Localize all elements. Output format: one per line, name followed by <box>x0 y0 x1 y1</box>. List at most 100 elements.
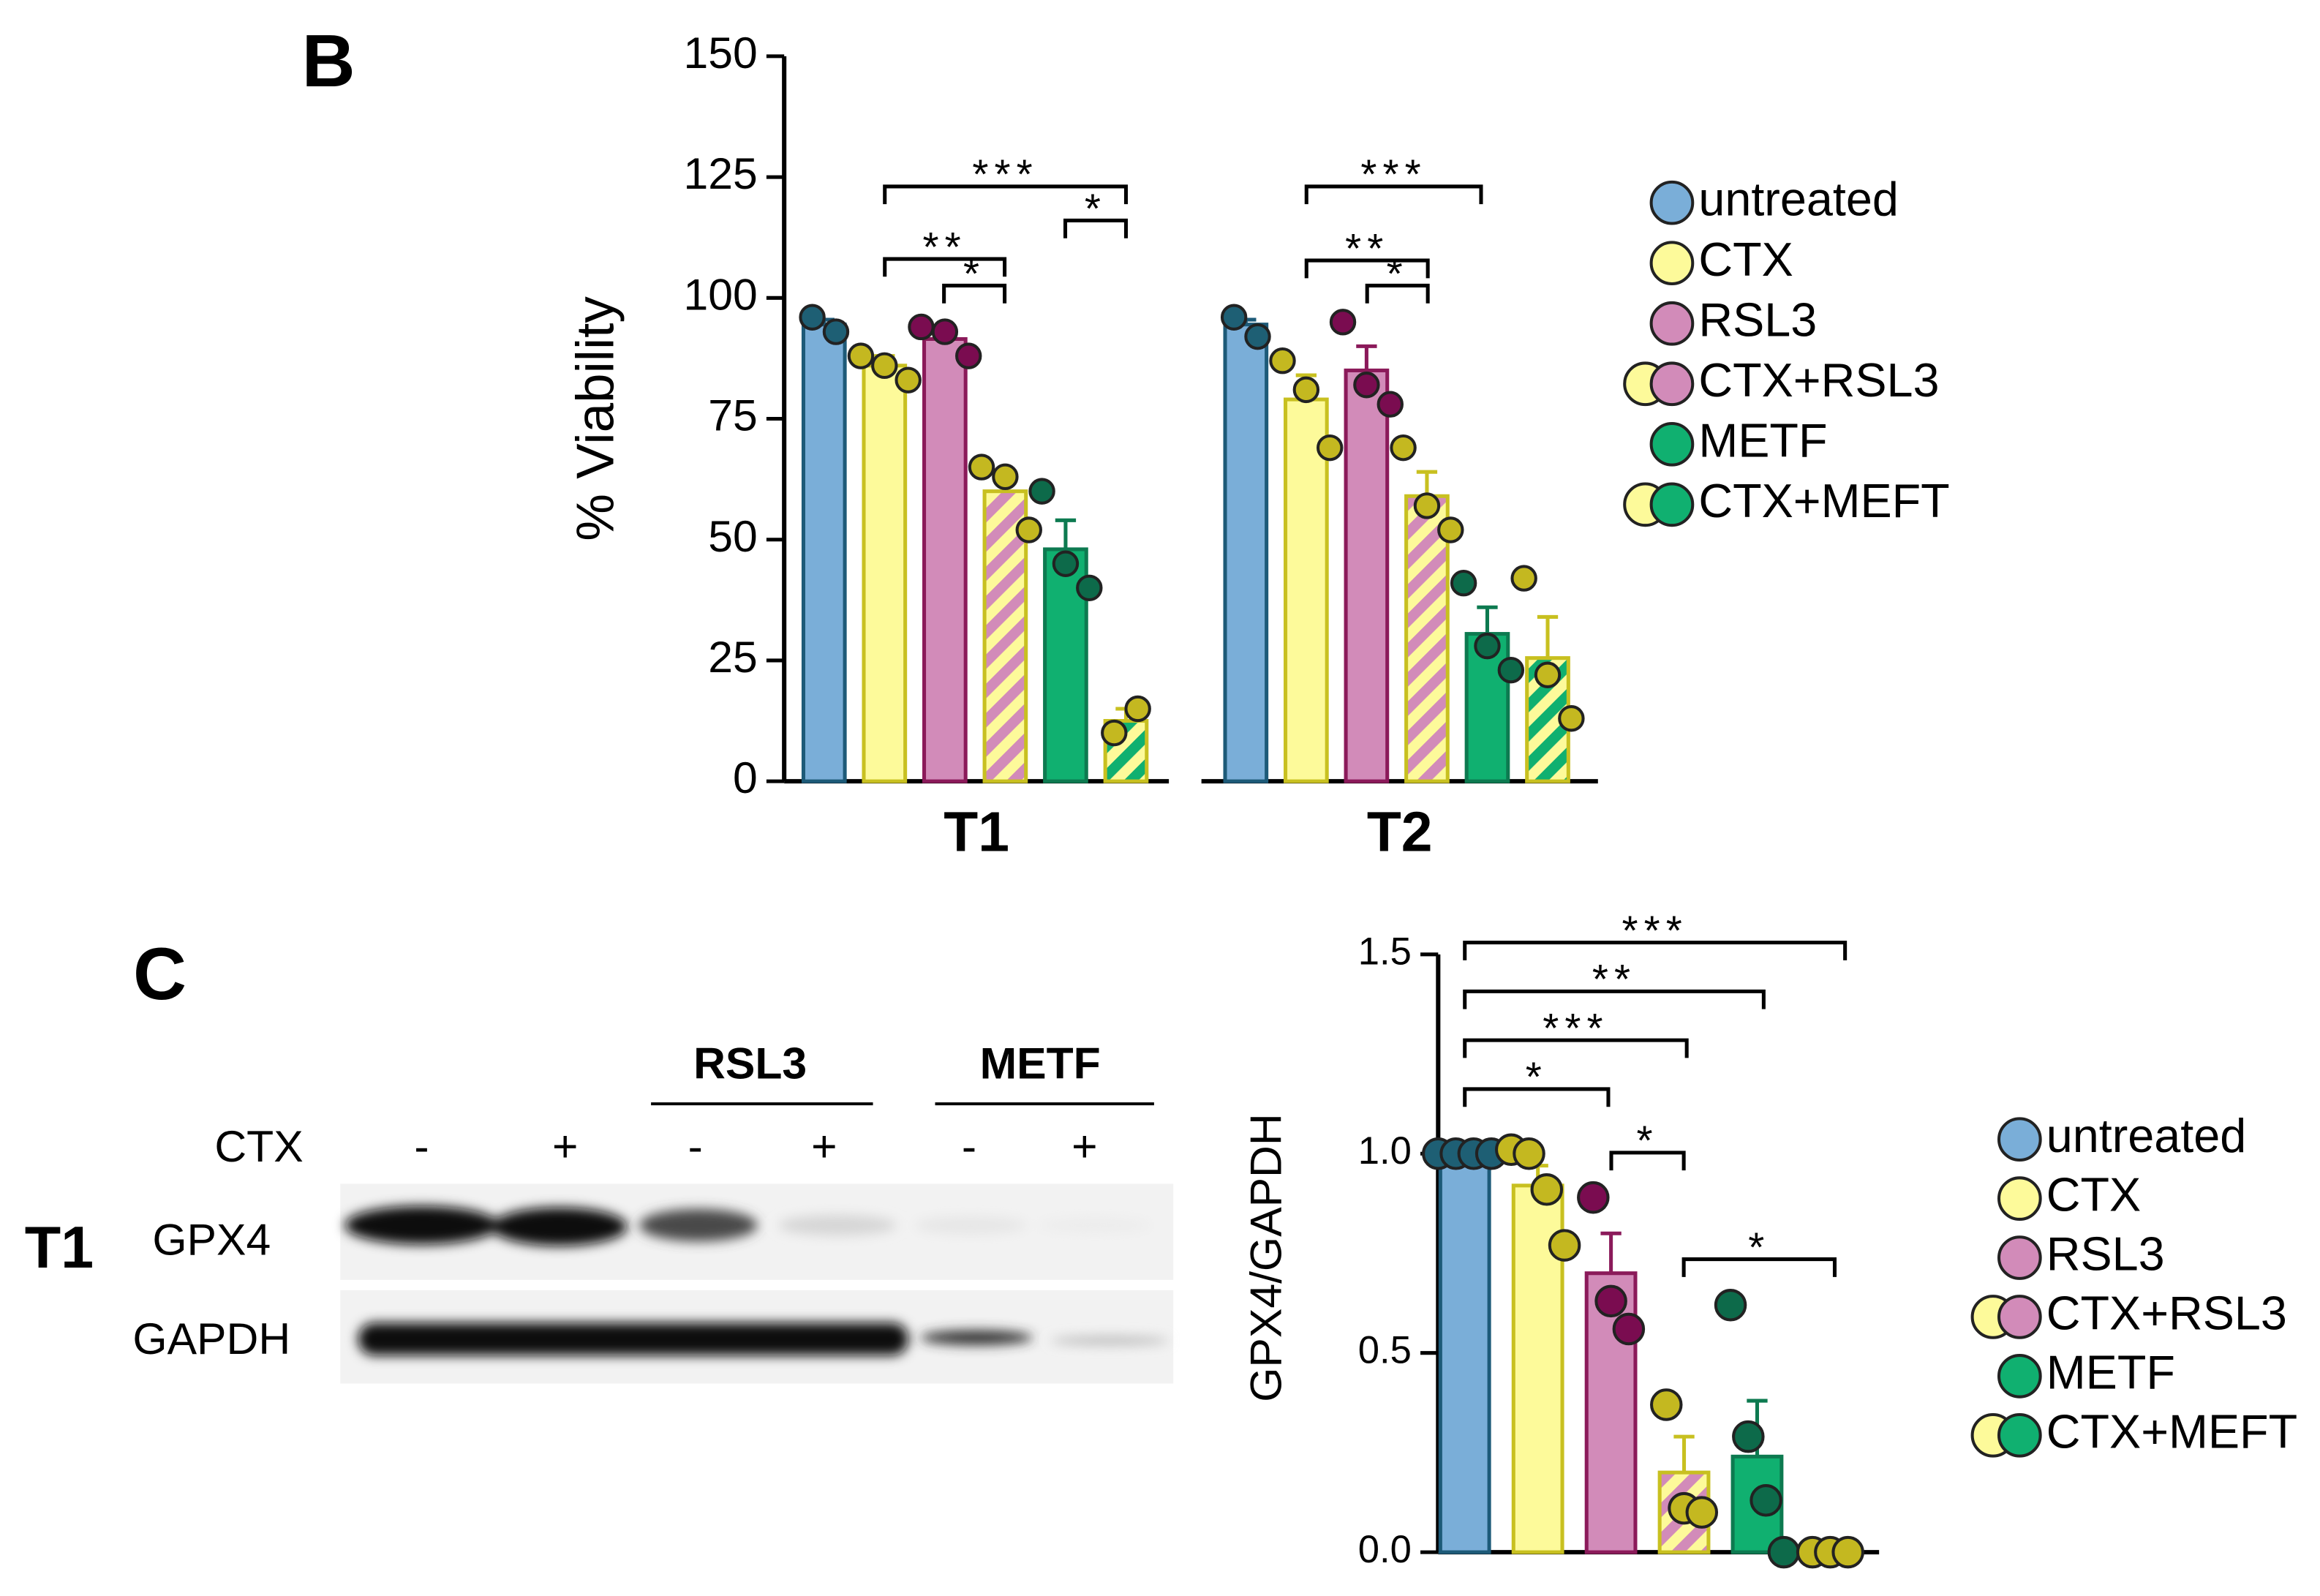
legend-label: CTX <box>1698 233 1793 286</box>
data-point <box>1028 478 1055 505</box>
data-point <box>799 304 826 331</box>
ctx-sign: + <box>811 1121 837 1171</box>
significance-bracket <box>1463 989 1766 1009</box>
significance-label: * <box>1526 1055 1548 1101</box>
legend-label: untreated <box>2046 1109 2246 1162</box>
significance-bracket <box>1463 941 1848 960</box>
bar <box>982 489 1028 783</box>
ctx-sign: - <box>688 1121 703 1171</box>
error-bar <box>1055 518 1077 549</box>
data-point <box>1052 550 1080 577</box>
data-point <box>1015 516 1042 543</box>
legend-swatch <box>1649 482 1695 527</box>
error-bar <box>1537 614 1559 658</box>
legend-swatch <box>1997 1354 2042 1399</box>
data-point <box>1413 492 1441 519</box>
legend-label: CTX+RSL3 <box>1698 353 1939 407</box>
data-point <box>1685 1496 1719 1529</box>
legend-label: CTX <box>2046 1168 2141 1222</box>
data-point <box>1732 1420 1765 1453</box>
data-point <box>968 453 995 481</box>
significance-label: ** <box>1592 957 1636 1003</box>
significance-bracket <box>1304 258 1430 279</box>
significance-label: ** <box>923 225 967 271</box>
data-point <box>1534 661 1562 688</box>
data-point <box>1376 391 1404 418</box>
legend-swatch <box>1649 361 1695 407</box>
data-point <box>1831 1535 1864 1569</box>
y-tick-label: 0.5 <box>1358 1329 1412 1372</box>
data-point <box>1292 376 1320 404</box>
data-point <box>1220 304 1248 331</box>
legend-label: CTX+RSL3 <box>2046 1287 2287 1340</box>
legend-swatch <box>1997 1117 2042 1162</box>
significance-label: * <box>1085 186 1107 232</box>
data-point <box>1750 1484 1782 1517</box>
data-point <box>1124 695 1151 723</box>
row-label: T1 <box>25 1215 94 1281</box>
data-point <box>1612 1312 1646 1346</box>
error-bar <box>1356 344 1377 371</box>
bar <box>801 323 847 783</box>
y-tick-label: 125 <box>684 148 758 198</box>
bar <box>1284 397 1329 783</box>
data-point <box>1513 1137 1545 1170</box>
legend-swatch <box>1649 180 1695 225</box>
significance-label: *** <box>972 152 1038 198</box>
y-tick-label: 150 <box>684 28 758 78</box>
data-point <box>1577 1181 1610 1214</box>
bar <box>1438 1151 1491 1554</box>
significance-bracket <box>942 283 1007 304</box>
bar <box>922 336 968 783</box>
significance-label: * <box>963 251 985 297</box>
panel-label: B <box>302 20 355 102</box>
significance-label: ** <box>1345 226 1389 272</box>
x-category-label: T1 <box>944 800 1009 863</box>
data-point <box>1317 434 1344 462</box>
western-blot: RSL3 METF CTX - + - + - + T1 GPX4 GAPDH <box>25 1039 1174 1384</box>
legend-label: untreated <box>1698 172 1898 225</box>
legend-label: METF <box>1698 413 1827 467</box>
significance-label: * <box>1387 251 1409 297</box>
legend-swatch <box>1997 1235 2042 1280</box>
ctx-sign: + <box>552 1121 578 1171</box>
data-point <box>1390 434 1417 462</box>
data-point <box>1474 632 1501 660</box>
legend-label: METF <box>2046 1345 2175 1399</box>
significance-label: *** <box>1360 152 1426 198</box>
y-tick-label: 1.5 <box>1358 930 1412 974</box>
legend-swatch <box>1649 241 1695 286</box>
data-point <box>1353 372 1380 399</box>
y-tick-label: 50 <box>708 511 758 561</box>
significance-bracket <box>1463 1038 1689 1058</box>
band-label: GAPDH <box>132 1314 290 1363</box>
panel-label: C <box>133 933 187 1015</box>
data-point <box>1548 1229 1581 1262</box>
data-point <box>1101 719 1128 747</box>
y-axis-label: % Viability <box>566 296 625 541</box>
y-tick-label: 75 <box>708 391 758 440</box>
data-point <box>1437 516 1464 543</box>
significance-bracket <box>1063 218 1129 238</box>
data-point <box>895 366 922 394</box>
data-point <box>992 463 1019 491</box>
legend-swatch <box>1997 1295 2042 1339</box>
significance-bracket <box>1365 283 1430 304</box>
significance-bracket <box>1304 184 1483 205</box>
data-point <box>1530 1173 1564 1206</box>
data-point <box>847 342 875 369</box>
data-point <box>955 342 982 369</box>
legend-swatch <box>1997 1176 2042 1221</box>
error-bar <box>1600 1231 1622 1273</box>
y-tick-label: 25 <box>708 632 758 682</box>
y-tick-label: 100 <box>684 269 758 319</box>
data-point <box>908 313 935 341</box>
band-label: GPX4 <box>152 1214 271 1264</box>
bar <box>1223 323 1269 783</box>
legend-swatch <box>1649 301 1695 346</box>
y-tick-label: 0.0 <box>1358 1528 1412 1571</box>
treatment-label: RSL3 <box>693 1039 807 1088</box>
significance-bracket <box>1609 1151 1686 1171</box>
error-bar <box>1673 1434 1695 1473</box>
